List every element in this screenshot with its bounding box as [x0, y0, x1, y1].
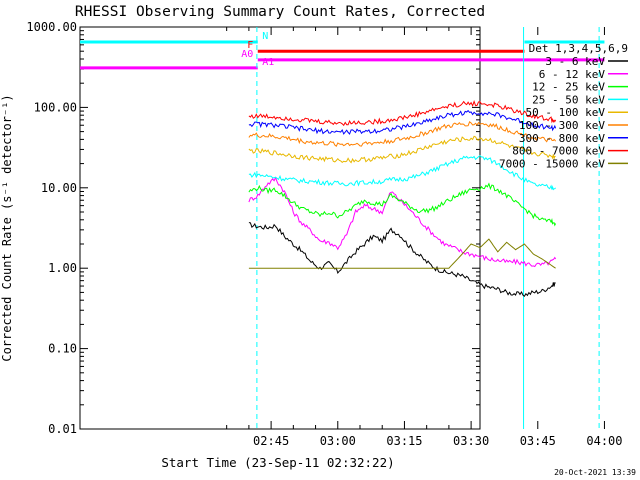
legend-entry-label: 50 - 100 keV: [526, 106, 606, 119]
x-tick-label: 03:00: [320, 434, 356, 448]
legend-entry-label: 6 - 12 keV: [539, 68, 606, 81]
legend-title: Det 1,3,4,5,6,9: [529, 42, 628, 55]
x-tick-label: 03:30: [453, 434, 489, 448]
series-line: [248, 120, 557, 147]
legend-entry-label: 25 - 50 keV: [532, 93, 605, 106]
legend-entry-label: 7000 - 15000 keV: [499, 157, 605, 170]
legend-entry-label: 300 - 800 keV: [519, 132, 605, 145]
legend-entry-label: 100 - 300 keV: [519, 119, 605, 132]
series-line: [248, 182, 557, 227]
series-lines: [248, 100, 557, 298]
y-tick-label: 1000.00: [26, 20, 77, 34]
series-line: [248, 135, 556, 164]
legend-entry-label: 3 - 6 keV: [545, 55, 605, 68]
series-line: [248, 176, 557, 268]
legend-entry-label: 12 - 25 keV: [532, 81, 605, 94]
plot-frame: [79, 26, 481, 430]
chart-title: RHESSI Observing Summary Count Rates, Co…: [75, 4, 485, 20]
y-tick-label: 100.00: [34, 100, 77, 114]
x-tick-label: 02:45: [253, 434, 289, 448]
y-axis-ticks: 0.01 0.10 1.00 10.00 100.00 1000.00: [26, 20, 480, 436]
y-tick-label: 0.01: [48, 422, 77, 436]
legend-entry-label: 800 - 7000 keV: [512, 145, 605, 158]
y-tick-label: 10.00: [41, 181, 77, 195]
series-line: [248, 238, 556, 269]
x-tick-label: 04:00: [586, 434, 622, 448]
attenuator-label: A0: [241, 49, 253, 60]
series-line: [248, 154, 556, 191]
x-axis-label: Start Time (23-Sep-11 02:32:22): [161, 455, 394, 470]
y-axis-label: Corrected Count Rate (s⁻¹ detector⁻¹): [0, 94, 14, 361]
attenuator-label: A1: [262, 57, 274, 68]
x-tick-label: 03:15: [386, 434, 422, 448]
footer-timestamp: 20-Oct-2021 13:39: [554, 468, 636, 477]
attenuator-label: N: [262, 31, 268, 42]
series-line: [248, 100, 557, 127]
y-tick-label: 0.10: [48, 342, 77, 356]
x-axis-ticks: 02:45 03:00 03:15 03:30 03:45 04:00: [226, 27, 623, 448]
x-tick-label: 03:45: [520, 434, 556, 448]
attenuator-label: F: [247, 40, 253, 51]
series-line: [248, 109, 557, 135]
series-line: [248, 222, 556, 298]
y-tick-label: 1.00: [48, 261, 77, 275]
